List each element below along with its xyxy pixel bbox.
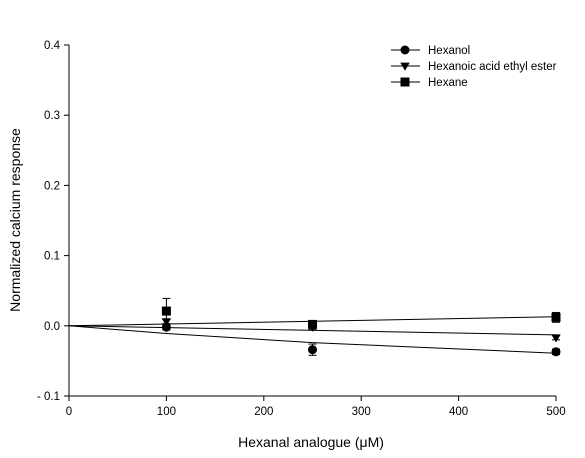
y-tick-label: 0.0 xyxy=(44,321,60,333)
legend-marker-hexanoic-acid-ethyl-ester xyxy=(400,62,410,71)
data-point-hexanoic-acid-ethyl-ester xyxy=(551,334,561,343)
y-tick-label: 0.4 xyxy=(44,40,61,52)
x-tick-label: 500 xyxy=(546,406,565,418)
data-point-hexanol xyxy=(551,347,561,357)
data-point-hexane xyxy=(551,312,561,322)
legend-marker-hexane xyxy=(400,77,410,87)
data-point-hexane xyxy=(161,306,171,316)
y-tick-label: 0.1 xyxy=(44,251,60,263)
x-tick-label: 200 xyxy=(254,406,273,418)
legend-label-hexanol: Hexanol xyxy=(428,45,470,57)
x-axis-label: Hexanal analogue (μM) xyxy=(238,434,384,450)
x-tick-label: 0 xyxy=(66,406,72,418)
data-point-hexane xyxy=(308,319,317,329)
y-axis: - 0.1 0.0 0.1 0.2 0.3 0.4 xyxy=(37,40,70,403)
y-tick-label: - 0.1 xyxy=(37,391,60,403)
x-tick-label: 300 xyxy=(352,406,371,418)
legend-label-hexane: Hexane xyxy=(428,77,468,89)
data-point-hexanol xyxy=(161,322,171,332)
y-axis-label: Normalized calcium response xyxy=(7,128,23,312)
x-tick-label: 400 xyxy=(449,406,468,418)
y-tick-label: 0.2 xyxy=(44,180,60,192)
fit-line-hexanol xyxy=(68,325,557,354)
data-point-hexanol xyxy=(308,345,317,355)
x-axis: 0 100 200 300 400 500 xyxy=(66,395,566,418)
y-tick-label: 0.3 xyxy=(44,110,60,122)
legend: Hexanol Hexanoic acid ethyl ester Hexane xyxy=(391,45,557,89)
legend-label-hexanoic-acid-ethyl-ester: Hexanoic acid ethyl ester xyxy=(428,61,557,73)
x-tick-label: 100 xyxy=(157,406,176,418)
legend-marker-hexanol xyxy=(400,45,410,55)
data-points xyxy=(161,297,561,357)
